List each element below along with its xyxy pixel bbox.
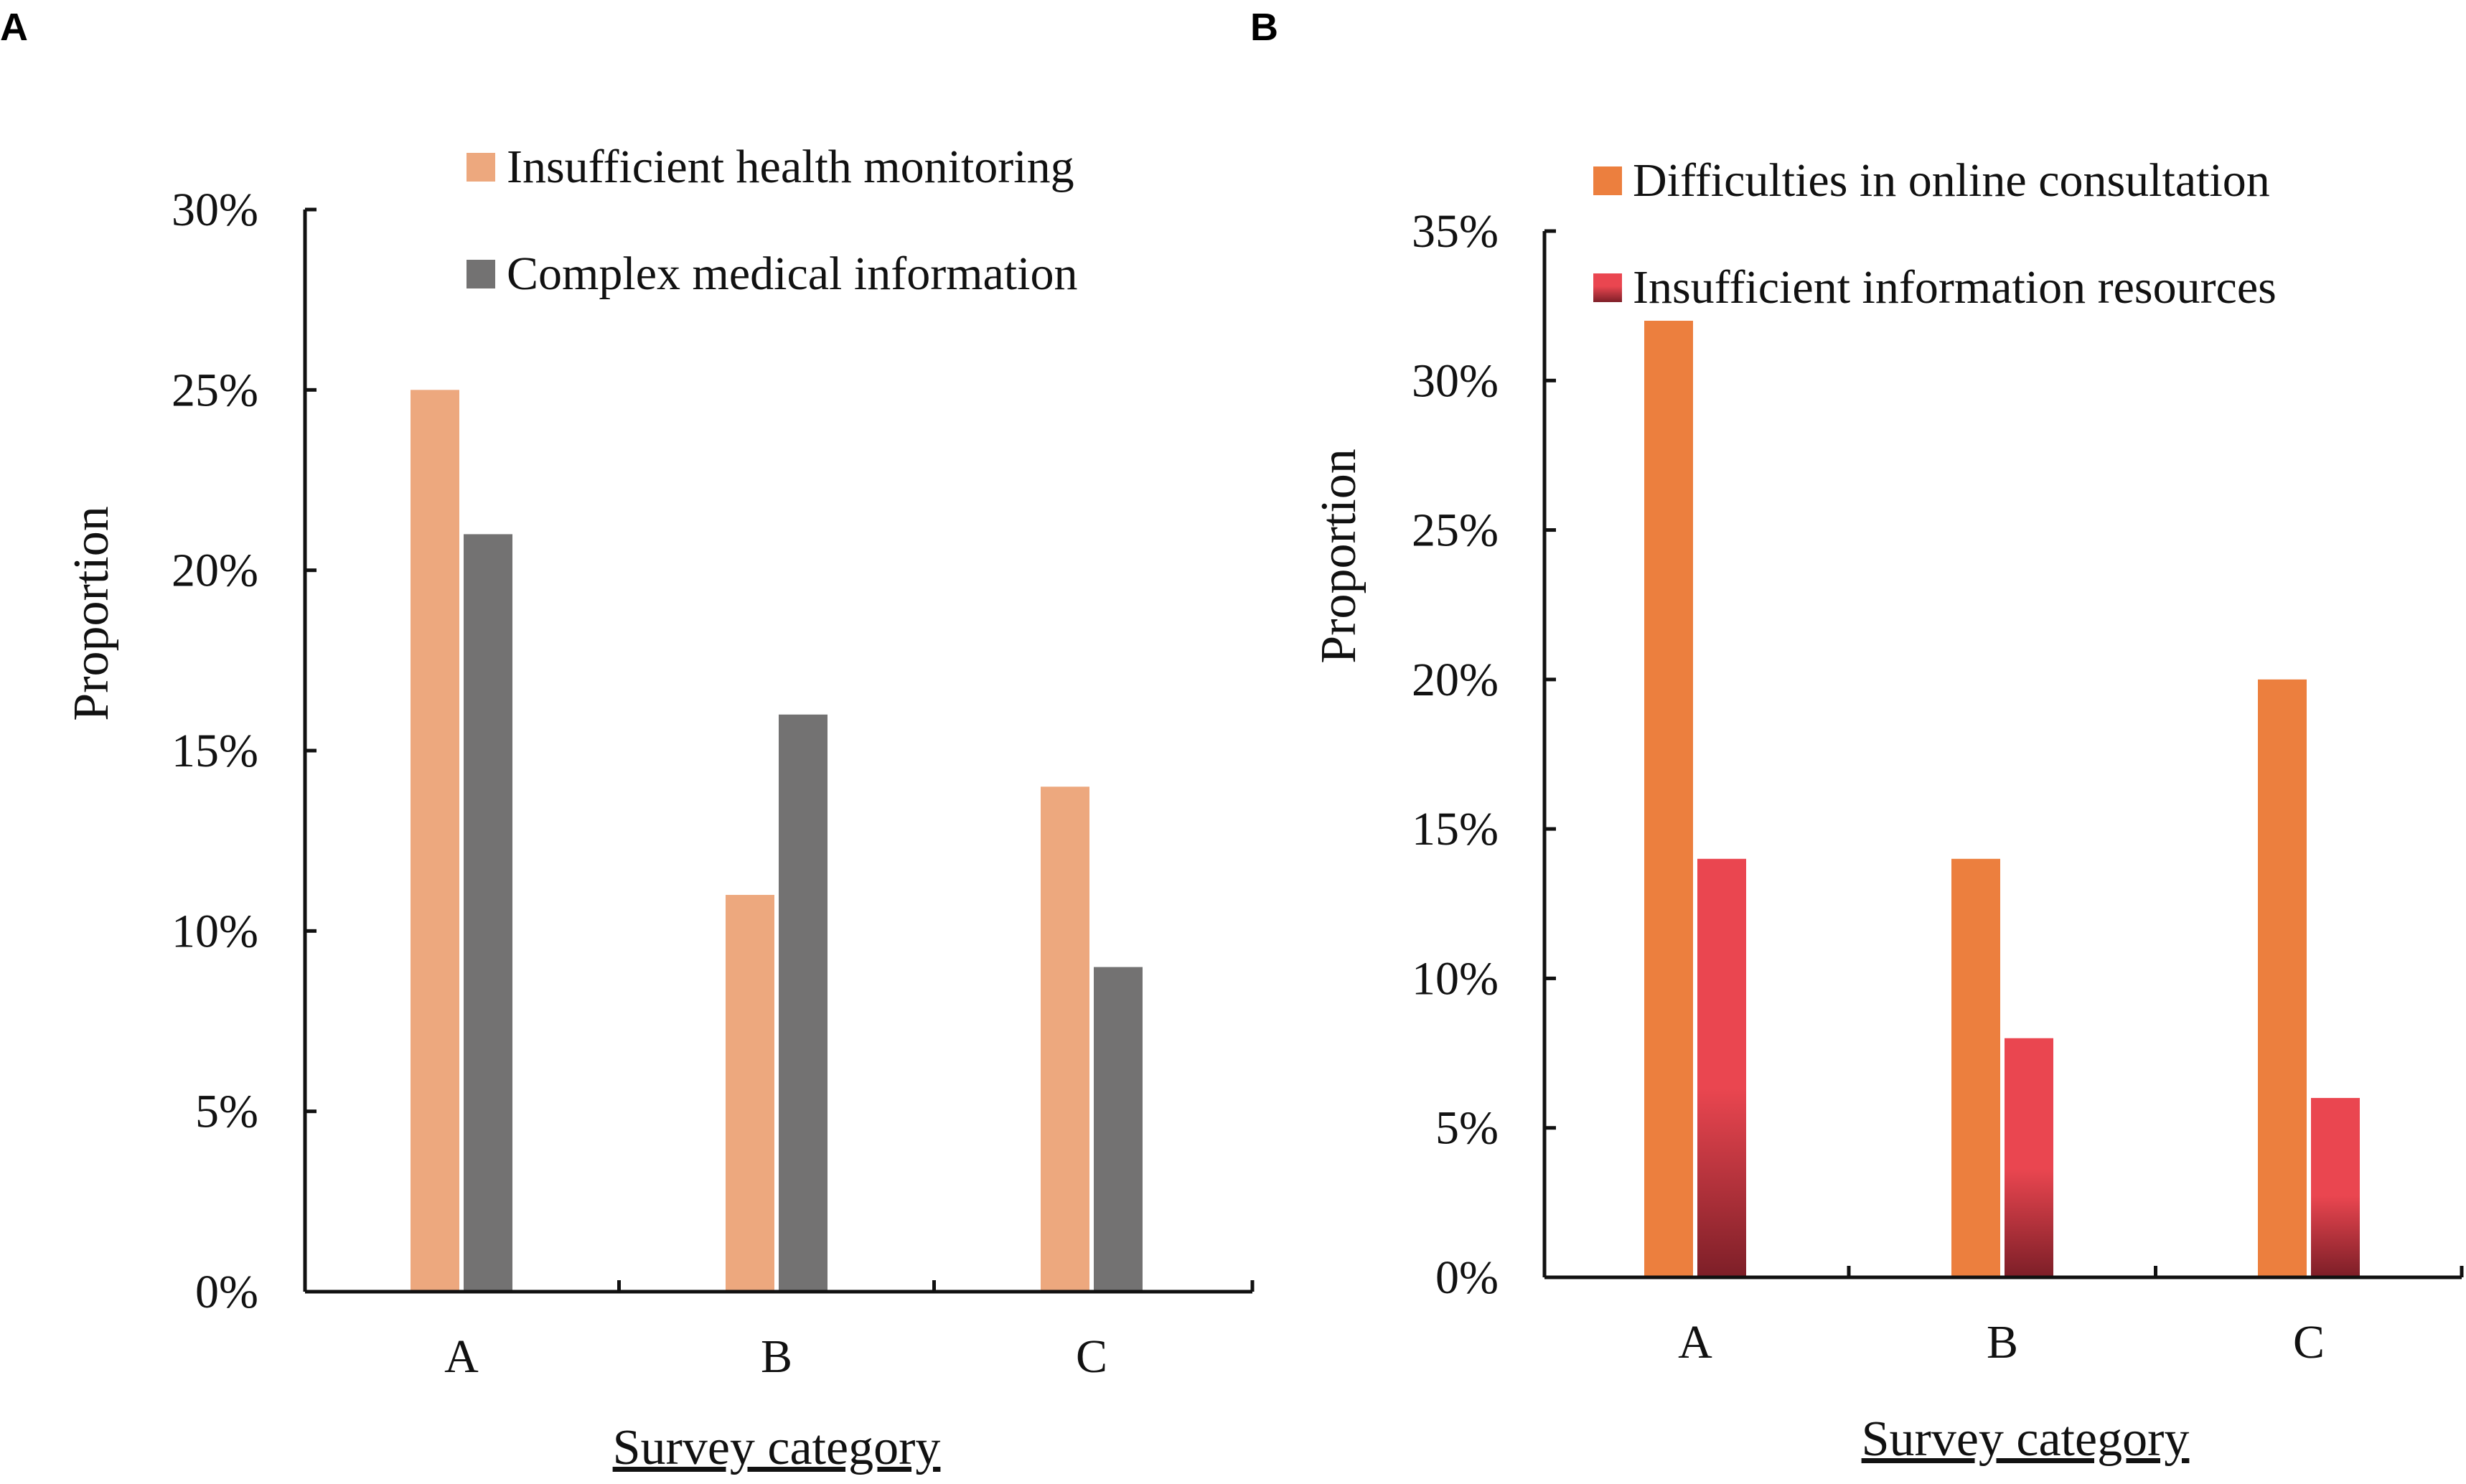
panel-b-y-tick-label-7: 35% (1412, 205, 1499, 258)
legend-swatch-insufficient-health-monitoring (467, 153, 495, 182)
panel-b-bar-difficulties-in-online-consultation-a (1644, 320, 1693, 1276)
panel-a-y-tick-label-4: 20% (172, 545, 258, 597)
panel-a-bar-complex-medical-information-c (1094, 967, 1143, 1290)
legend-swatch-complex-medical-information (467, 260, 495, 288)
panel-a-bars (411, 390, 1143, 1290)
panel-a-axes (303, 210, 1255, 1294)
panel-b-y-tick-label-5: 25% (1412, 504, 1499, 557)
panel-a-y-tick-label-2: 10% (172, 905, 258, 957)
panel-a-y-tick-label-0: 0% (195, 1266, 258, 1318)
panel-b-bars (1644, 320, 2360, 1276)
panel-a-bar-insufficient-health-monitoring-a (411, 390, 459, 1290)
panel-b-x-tick-labels: A B C (1678, 1316, 2325, 1368)
panel-b-x-tick-label-b: B (1987, 1316, 2018, 1368)
panel-a-y-tick-label-6: 30% (172, 184, 258, 236)
legend-label-complex-medical-information: Complex medical information (507, 248, 1077, 300)
panel-a-letter: A (0, 6, 28, 49)
panel-b-y-tick-label-0: 0% (1435, 1251, 1499, 1304)
panel-b-legend: Difficulties in online consultation Insu… (1593, 154, 2277, 314)
panel-b-x-tick-label-a: A (1678, 1316, 1712, 1368)
panel-b-y-tick-label-4: 20% (1412, 654, 1499, 706)
panel-a-y-axis-title: Proportion (64, 506, 119, 720)
legend-swatch-insufficient-information-resources (1593, 273, 1622, 302)
panel-b-bar-insufficient-information-resources-a (1697, 858, 1746, 1276)
panel-b-x-tick-label-c: C (2293, 1316, 2325, 1368)
panel-b-y-tick-label-6: 30% (1412, 354, 1499, 407)
panel-a-x-tick-label-a: A (444, 1330, 479, 1383)
panel-b-y-tick-label-3: 15% (1412, 803, 1499, 855)
legend-swatch-difficulties-in-online-consultation (1593, 166, 1622, 195)
panel-b-x-axis-title: Survey category (1862, 1412, 2190, 1467)
panel-b-bar-difficulties-in-online-consultation-c (2258, 679, 2307, 1276)
panel-b-bar-insufficient-information-resources-b (2005, 1038, 2053, 1276)
panel-b-axes (1542, 231, 2464, 1279)
panel-a-y-tick-label-3: 15% (172, 725, 258, 777)
panel-b-letter: B (1250, 6, 1278, 49)
legend-label-insufficient-health-monitoring: Insufficient health monitoring (507, 141, 1074, 193)
legend-label-insufficient-information-resources: Insufficient information resources (1633, 261, 2277, 314)
panel-a-x-tick-label-c: C (1076, 1330, 1107, 1383)
panel-b-y-axis-title: Proportion (1311, 449, 1366, 663)
panel-a-x-tick-label-b: B (761, 1330, 792, 1383)
panel-a-chart: A 0% 5% 10% 15% 20% 25% 30% A B C Proportion Sur… (0, 6, 1255, 1475)
panel-a-x-tick-labels: A B C (444, 1330, 1107, 1383)
panel-b-y-tick-label-1: 5% (1435, 1102, 1499, 1155)
panel-a-bar-insufficient-health-monitoring-b (726, 895, 774, 1290)
panel-a-bar-complex-medical-information-b (779, 714, 828, 1290)
panel-a-bar-complex-medical-information-a (464, 534, 512, 1290)
panel-a-y-tick-label-5: 25% (172, 364, 258, 416)
panel-a-bar-insufficient-health-monitoring-c (1041, 786, 1089, 1290)
panel-b-bar-insufficient-information-resources-c (2311, 1098, 2360, 1276)
panel-b-bar-difficulties-in-online-consultation-b (1951, 858, 2000, 1276)
panel-a-x-axis-title: Survey category (613, 1420, 941, 1475)
panel-b-y-tick-label-2: 10% (1412, 952, 1499, 1005)
legend-label-difficulties-in-online-consultation: Difficulties in online consultation (1633, 154, 2270, 207)
panel-b-y-ticks: 0% 5% 10% 15% 20% 25% 30% 35% (1412, 205, 1556, 1304)
panel-a-y-ticks: 0% 5% 10% 15% 20% 25% 30% (172, 184, 317, 1318)
panel-a-y-tick-label-1: 5% (195, 1086, 258, 1138)
panel-a-legend: Insufficient health monitoring Complex m… (467, 141, 1077, 300)
